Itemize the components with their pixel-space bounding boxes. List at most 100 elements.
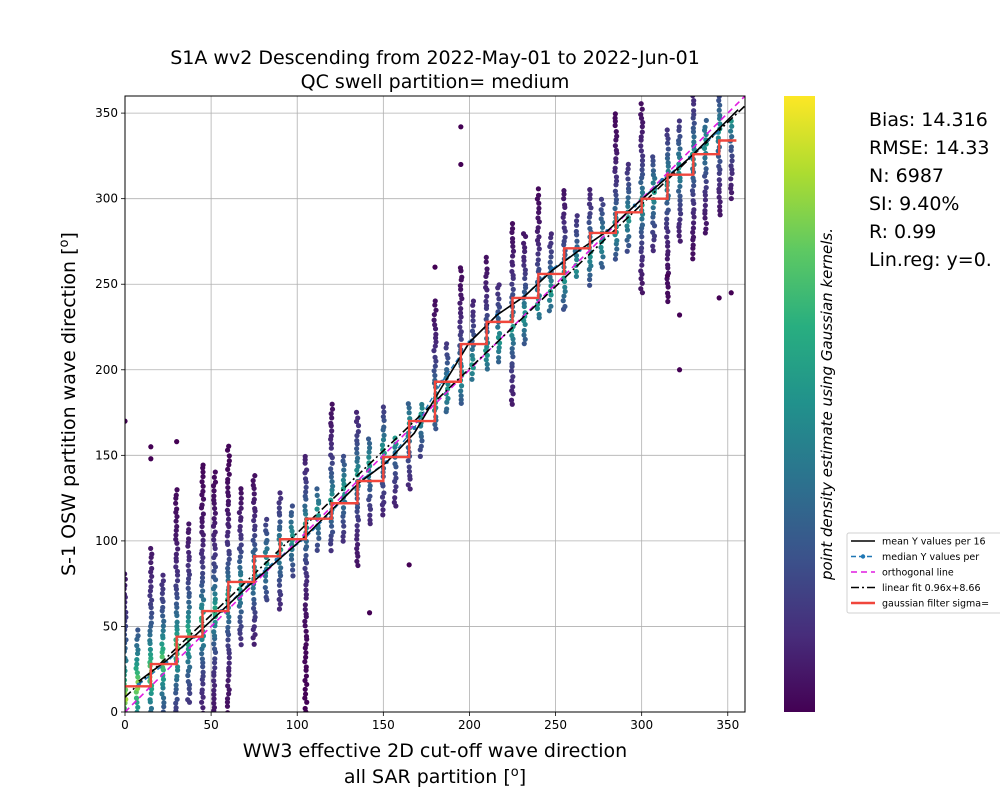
scatter-point bbox=[392, 488, 398, 494]
scatter-point bbox=[599, 224, 606, 231]
legend-label: gaussian filter sigma= bbox=[882, 599, 989, 610]
scatter-point bbox=[445, 395, 451, 402]
x-tick-label: 300 bbox=[630, 718, 653, 732]
x-tick-label: 150 bbox=[372, 718, 395, 732]
scatter-point bbox=[598, 207, 604, 213]
scatter-point bbox=[288, 556, 295, 562]
scatter-point bbox=[432, 372, 438, 379]
x-axis-unit-close: ] bbox=[519, 766, 526, 788]
scatter-point bbox=[174, 439, 180, 445]
scatter-point bbox=[483, 357, 489, 363]
legend-label: mean Y values per 16 bbox=[882, 537, 986, 548]
scatter-point bbox=[561, 293, 567, 299]
scatter-point bbox=[148, 545, 154, 552]
scatter-point bbox=[199, 687, 205, 693]
scatter-point bbox=[691, 139, 697, 145]
scatter-point bbox=[302, 493, 308, 499]
scatter-point bbox=[173, 583, 179, 589]
scatter-point bbox=[200, 588, 206, 594]
scatter-point bbox=[562, 234, 568, 240]
scatter-point bbox=[639, 162, 646, 168]
scatter-point bbox=[612, 256, 619, 262]
scatter-point bbox=[173, 609, 179, 616]
scatter-point bbox=[149, 597, 155, 603]
scatter-point bbox=[521, 318, 527, 324]
scatter-point bbox=[560, 298, 566, 304]
scatter-point bbox=[510, 340, 516, 346]
scatter-point bbox=[225, 516, 232, 522]
scatter-point bbox=[664, 290, 671, 296]
scatter-point bbox=[483, 302, 490, 309]
scatter-point bbox=[147, 628, 153, 634]
scatter-point bbox=[665, 160, 671, 166]
scatter-point bbox=[664, 200, 670, 206]
scatter-point bbox=[379, 480, 386, 487]
scatter-point bbox=[341, 472, 347, 478]
x-tick-label: 0 bbox=[121, 718, 129, 732]
scatter-point bbox=[522, 248, 528, 255]
scatter-point bbox=[393, 441, 399, 447]
scatter-point bbox=[160, 623, 166, 629]
scatter-point bbox=[224, 696, 231, 702]
scatter-point bbox=[520, 231, 527, 237]
scatter-point bbox=[521, 240, 527, 246]
scatter-point bbox=[639, 222, 646, 228]
scatter-point bbox=[418, 430, 424, 436]
scatter-point bbox=[226, 614, 232, 620]
scatter-point bbox=[276, 505, 282, 511]
scatter-point bbox=[587, 282, 593, 288]
scatter-point bbox=[160, 628, 166, 634]
scatter-point bbox=[211, 474, 217, 480]
scatter-point bbox=[548, 303, 554, 309]
scatter-point bbox=[534, 305, 541, 312]
scatter-point bbox=[174, 513, 180, 520]
scatter-point bbox=[225, 521, 231, 527]
series-line bbox=[125, 139, 737, 688]
scatter-point bbox=[587, 272, 593, 278]
scatter-point bbox=[664, 155, 671, 161]
scatter-point bbox=[638, 143, 644, 149]
scatter-point bbox=[380, 437, 387, 443]
scatter-point bbox=[328, 452, 334, 458]
scatter-point bbox=[677, 202, 683, 208]
scatter-point bbox=[535, 251, 541, 257]
scatter-point bbox=[612, 205, 618, 212]
scatter-point bbox=[173, 532, 179, 538]
x-tick-label: 250 bbox=[544, 718, 567, 732]
scatter-point bbox=[288, 509, 295, 516]
scatter-point bbox=[302, 508, 308, 514]
scatter-point bbox=[224, 539, 230, 545]
stat-bias: Bias: 14.316 bbox=[869, 109, 988, 131]
scatter-point bbox=[225, 484, 231, 491]
scatter-point bbox=[458, 306, 464, 312]
scatter-point bbox=[703, 185, 709, 191]
scatter-point bbox=[728, 195, 734, 202]
scatter-point bbox=[125, 599, 128, 605]
scatter-point bbox=[355, 514, 361, 520]
scatter-point bbox=[702, 230, 708, 236]
scatter-point bbox=[562, 288, 568, 295]
scatter-point bbox=[716, 177, 722, 183]
scatter-point bbox=[147, 651, 154, 658]
scatter-point bbox=[125, 677, 128, 683]
scatter-point bbox=[211, 660, 218, 666]
scatter-point bbox=[417, 453, 423, 459]
scatter-point bbox=[340, 458, 346, 464]
scatter-point bbox=[484, 344, 490, 350]
scatter-point bbox=[238, 623, 244, 630]
scatter-point bbox=[302, 659, 308, 665]
scatter-point bbox=[185, 585, 191, 591]
scatter-point bbox=[277, 490, 283, 496]
scatter-point bbox=[186, 599, 192, 605]
scatter-point bbox=[133, 695, 140, 701]
scatter-point bbox=[340, 538, 346, 544]
scatter-point bbox=[379, 442, 386, 448]
scatter-point bbox=[612, 115, 618, 121]
scatter-point bbox=[484, 312, 490, 319]
scatter-point bbox=[495, 324, 501, 330]
scatter-point bbox=[315, 498, 322, 504]
scatter-point bbox=[160, 572, 166, 578]
scatter-point bbox=[329, 478, 335, 485]
stat-si: SI: 9.40% bbox=[869, 193, 959, 215]
scatter-point bbox=[470, 317, 476, 324]
